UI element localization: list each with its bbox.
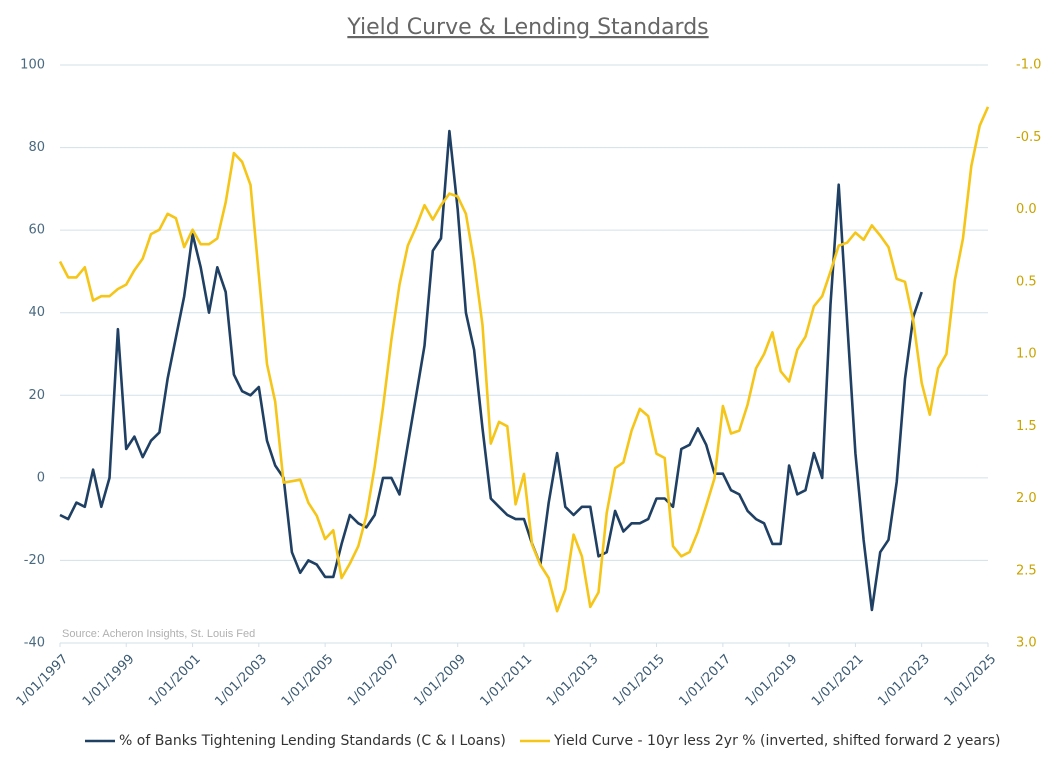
y-tick-label: -20: [24, 553, 45, 568]
y-tick-label: 0: [37, 470, 45, 485]
legend-label: % of Banks Tightening Lending Standards …: [119, 733, 506, 749]
y2-tick-label: 0.5: [1016, 274, 1037, 289]
x-tick-label: 1/01/2021: [809, 652, 867, 710]
x-tick-label: 1/01/2011: [478, 652, 536, 710]
series-line: [58, 106, 990, 613]
x-tick-label: 1/01/2015: [610, 652, 668, 710]
x-tick-label: 1/01/2017: [676, 652, 734, 710]
y-tick-label: 40: [28, 305, 45, 320]
x-tick-label: 1/01/1997: [14, 652, 72, 710]
y2-tick-label: 1.0: [1016, 347, 1037, 362]
legend-label: Yield Curve - 10yr less 2yr % (inverted,…: [553, 733, 1000, 749]
y2-tick-label: -1.0: [1016, 58, 1041, 73]
y-tick-label: 100: [20, 58, 45, 73]
chart-title: Yield Curve & Lending Standards: [346, 15, 708, 40]
y-tick-label: 80: [28, 140, 45, 155]
x-tick-label: 1/01/2025: [942, 652, 1000, 710]
x-tick-label: 1/01/2003: [212, 652, 270, 710]
series-line: [59, 129, 923, 612]
y2-tick-label: 2.0: [1016, 491, 1037, 506]
x-tick-label: 1/01/2007: [345, 652, 403, 710]
y-tick-label: 20: [28, 388, 45, 403]
y-tick-label: 60: [28, 223, 45, 238]
x-tick-label: 1/01/2013: [544, 652, 602, 710]
x-tick-label: 1/01/2023: [875, 652, 933, 710]
y2-tick-label: 3.0: [1016, 636, 1037, 651]
x-tick-label: 1/01/2001: [146, 652, 204, 710]
x-tick-label: 1/01/2005: [279, 652, 337, 710]
y2-tick-label: 2.5: [1016, 563, 1037, 578]
x-tick-label: 1/01/2009: [411, 652, 469, 710]
y-tick-label: -40: [24, 636, 45, 651]
x-tick-label: 1/01/2019: [743, 652, 801, 710]
y2-tick-label: 1.5: [1016, 419, 1037, 434]
y2-tick-label: -0.5: [1016, 130, 1041, 145]
x-tick-label: 1/01/1999: [80, 652, 138, 710]
y2-tick-label: 0.0: [1016, 202, 1037, 217]
source-note: Source: Acheron Insights, St. Louis Fed: [62, 628, 255, 640]
